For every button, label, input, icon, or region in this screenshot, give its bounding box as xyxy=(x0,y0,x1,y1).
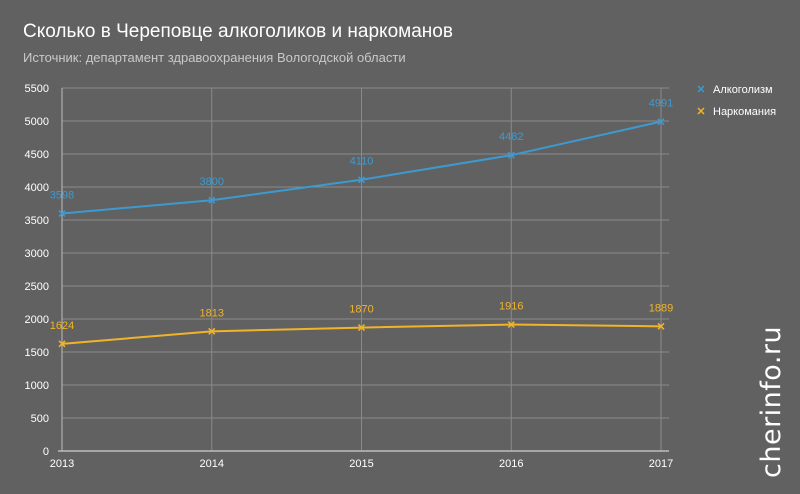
data-label-alcohol: 4482 xyxy=(499,131,523,143)
x-tick-label: 2016 xyxy=(499,458,523,470)
data-label-drugs: 1870 xyxy=(349,304,373,316)
data-point-drugs xyxy=(58,340,66,348)
x-tick-label: 2015 xyxy=(349,458,373,470)
y-tick-label: 2500 xyxy=(25,281,49,293)
y-tick-label: 4500 xyxy=(25,149,49,161)
data-point-drugs xyxy=(507,321,515,329)
y-tick-label: 1000 xyxy=(25,380,49,392)
data-label-alcohol: 4991 xyxy=(649,98,673,110)
data-point-alcohol xyxy=(357,176,366,184)
y-tick-label: 3000 xyxy=(25,248,49,260)
data-label-drugs: 1624 xyxy=(50,320,74,332)
y-tick-label: 0 xyxy=(43,446,49,458)
y-tick-label: 5000 xyxy=(25,116,49,128)
y-tick-label: 1500 xyxy=(25,347,49,359)
data-point-alcohol xyxy=(657,118,665,126)
legend-label-drugs: Наркомания xyxy=(713,106,776,118)
chart-title: Сколько в Череповце алкоголиков и нарком… xyxy=(23,21,453,42)
data-label-alcohol: 3598 xyxy=(50,190,74,202)
chart-subtitle: Источник: департамент здравоохранения Во… xyxy=(23,50,406,65)
y-tick-label: 500 xyxy=(31,413,49,425)
site-watermark: cherinfo.ru xyxy=(756,325,787,478)
legend-marker-drugs xyxy=(697,107,705,115)
data-point-drugs xyxy=(657,322,665,330)
data-point-drugs xyxy=(357,324,366,332)
legend-label-alcohol: Алкоголизм xyxy=(713,84,773,96)
data-point-alcohol xyxy=(507,151,515,159)
y-tick-label: 4000 xyxy=(25,182,49,194)
data-point-drugs xyxy=(208,327,216,335)
y-tick-label: 2000 xyxy=(25,314,49,326)
data-label-drugs: 1916 xyxy=(499,301,523,313)
x-tick-label: 2013 xyxy=(50,458,74,470)
data-label-drugs: 1813 xyxy=(200,307,224,319)
data-label-alcohol: 3800 xyxy=(200,176,224,188)
data-point-alcohol xyxy=(208,196,216,204)
data-point-alcohol xyxy=(58,210,66,218)
data-label-alcohol: 4110 xyxy=(350,156,374,168)
x-tick-label: 2014 xyxy=(200,458,224,470)
legend-marker-alcohol xyxy=(697,85,705,93)
x-tick-label: 2017 xyxy=(649,458,673,470)
y-tick-label: 3500 xyxy=(25,215,49,227)
y-tick-label: 5500 xyxy=(25,83,49,95)
data-label-drugs: 1889 xyxy=(649,302,673,314)
